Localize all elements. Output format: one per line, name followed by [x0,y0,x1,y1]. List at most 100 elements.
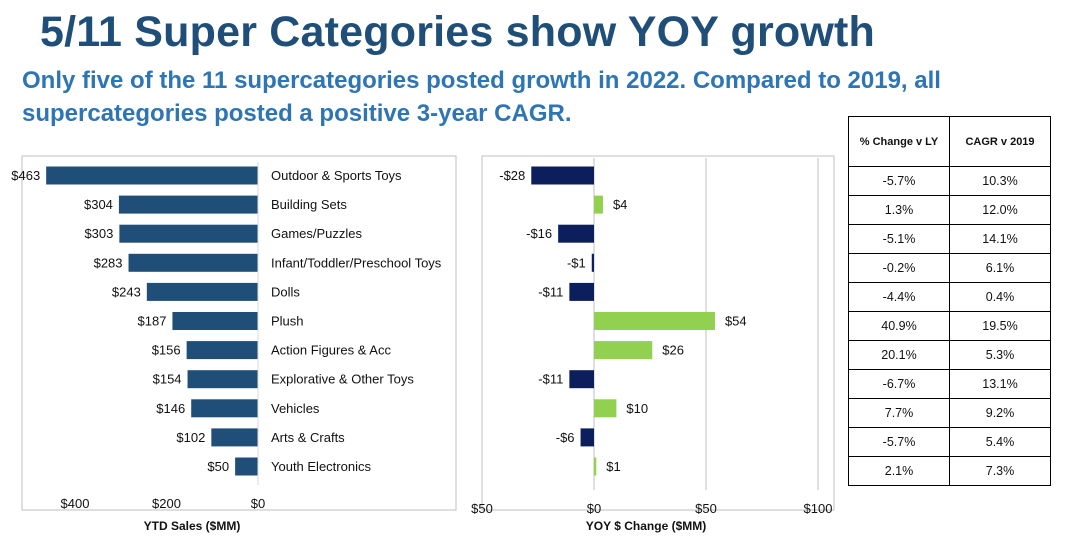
table-cell: -5.1% [848,224,950,254]
sales-tick-label: $0 [251,496,265,511]
growth-table: % Change v LY CAGR v 2019 -5.7% 10.3% 1.3% 1… [848,116,1051,486]
sales-bar [187,370,258,389]
yoy-bar [594,457,597,476]
yoy-tick-label: $0 [587,501,601,516]
yoy-tick-label: $50 [695,501,717,516]
yoy-chart: $50 $0 $50 $100 -$28 $4 -$16 -$1 -$11 $54 $26 -$11 $… [471,158,832,533]
table-cell: 20.1% [848,340,950,370]
table-row: -0.2% 6.1% [848,253,1051,283]
table-column-header: % Change v LY [848,116,950,167]
sales-bar [172,312,258,330]
table-cell: 2.1% [848,456,950,486]
table-body: -5.7% 10.3% 1.3% 12.0% -5.1% 14.1% -0.2% 6.1% -4… [848,166,1051,486]
table-row: -5.7% 5.4% [848,427,1051,457]
sales-value-label: $303 [84,226,113,241]
table-header-row: % Change v LY CAGR v 2019 [848,116,1051,167]
sales-value-label: $304 [84,197,113,212]
sales-value-label: $463 [11,168,40,183]
yoy-bar [594,195,603,214]
sales-chart-frame [21,155,457,511]
sales-value-label: $146 [156,401,185,416]
page-subtitle: Only five of the 11 supercategories post… [22,67,941,127]
table-cell: -0.2% [848,253,950,283]
table-row: 40.9% 19.5% [848,311,1051,341]
table-cell: 6.1% [949,253,1051,283]
sales-bar [211,428,258,447]
sales-bar [119,224,258,243]
table-cell: 19.5% [949,311,1051,341]
table-column-header: CAGR v 2019 [949,116,1051,167]
yoy-value-label: $4 [613,197,627,212]
yoy-value-label: -$11 [538,284,563,299]
table-cell: -6.7% [848,369,950,399]
yoy-bar [569,370,594,389]
sales-value-label: $50 [207,459,229,474]
yoy-value-label: $1 [606,459,620,474]
sales-bar [146,282,258,301]
sales-chart: $463 Outdoor & Sports Toys $304 Building Se… [11,162,442,533]
table-cell: -4.4% [848,282,950,312]
page-title: 5/11 Super Categories show YOY growth [40,8,876,56]
table-row: 20.1% 5.3% [848,340,1051,370]
table-row: -5.1% 14.1% [848,224,1051,254]
category-label: Explorative & Other Toys [271,372,414,387]
yoy-bar [558,224,594,243]
sales-bar [235,457,258,476]
category-label: Dolls [271,284,300,299]
category-label: Plush [271,314,304,329]
category-label: Infant/Toddler/Preschool Toys [271,255,442,270]
category-label: Games/Puzzles [271,226,363,241]
sales-value-label: $102 [176,430,205,445]
yoy-bar [531,166,594,185]
sales-value-label: $156 [152,343,181,358]
table-row: 2.1% 7.3% [848,456,1051,486]
sales-value-label: $283 [94,255,123,270]
table-cell: 0.4% [949,282,1051,312]
yoy-tick-label: $50 [471,501,493,516]
sales-x-axis-title: YTD Sales ($MM) [144,519,241,533]
yoy-value-label: $10 [626,401,648,416]
table-cell: 12.0% [949,195,1051,225]
yoy-bar [594,399,617,418]
table-cell: -5.7% [848,166,950,196]
category-label: Arts & Crafts [271,430,345,445]
table-cell: 5.3% [949,340,1051,370]
sales-bar [128,253,258,272]
yoy-value-label: -$11 [538,372,563,387]
sales-bar [46,166,258,185]
table-row: -6.7% 13.1% [848,369,1051,399]
table-cell: 10.3% [949,166,1051,196]
category-label: Action Figures & Acc [271,343,391,358]
yoy-x-axis-title: YOY $ Change ($MM) [586,519,706,533]
table-cell: -5.7% [848,427,950,457]
yoy-bar [591,253,594,272]
category-label: Vehicles [271,401,320,416]
yoy-chart-frame [481,155,835,511]
table-row: 1.3% 12.0% [848,195,1051,225]
yoy-value-label: -$28 [499,168,525,183]
sales-value-label: $154 [153,372,182,387]
yoy-value-label: -$16 [526,226,552,241]
yoy-bar [594,312,715,330]
table-cell: 40.9% [848,311,950,341]
table-cell: 7.3% [949,456,1051,486]
table-row: -4.4% 0.4% [848,282,1051,312]
category-label: Youth Electronics [271,459,371,474]
sales-value-label: $187 [138,314,167,329]
table-cell: 5.4% [949,427,1051,457]
category-label: Building Sets [271,197,347,212]
table-row: 7.7% 9.2% [848,398,1051,428]
category-label: Outdoor & Sports Toys [271,168,402,183]
sales-bar [186,341,258,360]
table-cell: 1.3% [848,195,950,225]
table-cell: 13.1% [949,369,1051,399]
yoy-value-label: $54 [725,314,747,329]
table-cell: 7.7% [848,398,950,428]
yoy-bar [580,428,594,447]
sales-value-label: $243 [112,284,141,299]
yoy-value-label: -$6 [556,430,575,445]
sales-tick-label: $400 [61,496,90,511]
sales-tick-label: $200 [152,496,181,511]
yoy-bar [594,341,653,360]
